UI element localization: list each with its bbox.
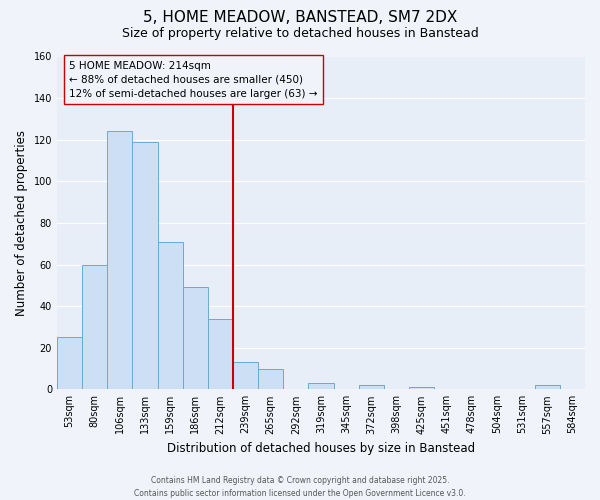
Bar — [158, 242, 182, 390]
Bar — [182, 288, 208, 390]
Bar — [359, 385, 384, 390]
Text: 5, HOME MEADOW, BANSTEAD, SM7 2DX: 5, HOME MEADOW, BANSTEAD, SM7 2DX — [143, 10, 457, 25]
Bar — [233, 362, 258, 390]
Bar — [82, 264, 107, 390]
Bar — [409, 387, 434, 390]
Y-axis label: Number of detached properties: Number of detached properties — [15, 130, 28, 316]
Bar — [208, 318, 233, 390]
Bar — [258, 368, 283, 390]
X-axis label: Distribution of detached houses by size in Banstead: Distribution of detached houses by size … — [167, 442, 475, 455]
Text: Size of property relative to detached houses in Banstead: Size of property relative to detached ho… — [122, 28, 478, 40]
Bar — [535, 385, 560, 390]
Text: Contains HM Land Registry data © Crown copyright and database right 2025.
Contai: Contains HM Land Registry data © Crown c… — [134, 476, 466, 498]
Bar — [107, 132, 133, 390]
Bar — [57, 338, 82, 390]
Bar — [133, 142, 158, 390]
Text: 5 HOME MEADOW: 214sqm
← 88% of detached houses are smaller (450)
12% of semi-det: 5 HOME MEADOW: 214sqm ← 88% of detached … — [70, 60, 318, 98]
Bar — [308, 383, 334, 390]
